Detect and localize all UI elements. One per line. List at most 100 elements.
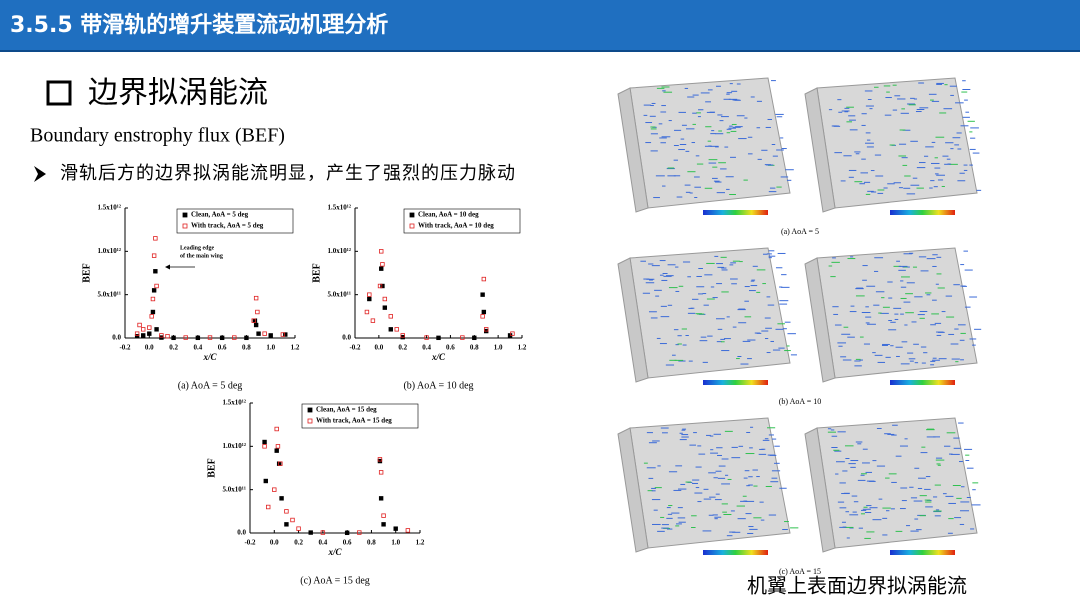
legend-marker (307, 407, 313, 413)
y-tick-label: 5.0x10¹¹ (328, 290, 351, 298)
colorbar (890, 550, 955, 555)
data-point (134, 331, 140, 336)
colorbar (703, 550, 768, 555)
x-tick-label: 1.2 (518, 344, 527, 352)
legend-label: Clean, AoA = 5 deg (191, 211, 249, 219)
slat-surface (617, 257, 649, 383)
y-tick-label: 5.0x10¹¹ (223, 485, 246, 493)
figure-caption: (c) AoA = 15 (779, 567, 821, 576)
legend-box (301, 403, 419, 429)
data-point (484, 327, 489, 332)
annotation: Leading edge (180, 245, 215, 251)
legend-marker (409, 212, 415, 218)
data-point (357, 530, 362, 535)
x-tick-label: 0.6 (343, 539, 352, 547)
y-tick-label: 0.0 (112, 334, 121, 342)
data-point (405, 528, 411, 533)
y-tick-label: 1.5x10¹² (223, 399, 246, 407)
figure-title: 机翼上表面边界拟涡能流 (747, 574, 967, 598)
data-point (460, 335, 465, 340)
y-tick-label: 1.5x10¹² (328, 204, 351, 212)
data-point (195, 335, 201, 341)
data-point (272, 487, 277, 492)
data-point (219, 335, 225, 341)
data-point (380, 283, 385, 289)
y-tick-label: 1.5x10¹² (98, 204, 121, 212)
x-tick-label: -0.2 (349, 344, 361, 352)
data-point (151, 288, 157, 293)
data-point (379, 249, 384, 254)
data-point (510, 331, 515, 336)
data-point (141, 327, 146, 332)
heading: 边界拟涡能流 (88, 76, 268, 111)
slat-surface (617, 87, 649, 213)
x-tick-label: 0.6 (446, 344, 455, 352)
data-point (284, 509, 289, 514)
data-point (364, 309, 370, 315)
data-point (252, 318, 258, 323)
wing-surface (629, 247, 791, 379)
data-point (344, 530, 350, 536)
data-point (151, 253, 157, 258)
slat-surface (804, 257, 836, 383)
data-point (382, 305, 388, 310)
data-point (262, 444, 267, 449)
data-point (150, 309, 156, 315)
x-tick-label: 1.2 (416, 539, 425, 547)
data-point (150, 296, 156, 302)
y-tick-label: 5.0x10¹¹ (98, 290, 121, 298)
data-point (262, 439, 267, 445)
data-point (147, 331, 152, 336)
data-point (378, 496, 384, 501)
legend-marker (182, 212, 188, 218)
legend-box (176, 208, 294, 234)
x-tick-label: 0.2 (169, 344, 178, 352)
data-point (367, 296, 372, 302)
y-tick-label: 1.0x10¹² (223, 442, 246, 450)
data-point (275, 444, 281, 449)
chart-caption: (b) AoA = 10 deg (403, 380, 473, 391)
colorbar (703, 380, 768, 385)
legend-label: With track, AoA = 5 deg (191, 222, 264, 230)
figure-caption: (b) AoA = 10 (779, 397, 822, 406)
y-tick-label: 1.0x10¹² (328, 247, 351, 255)
data-point (266, 504, 271, 510)
colorbar (703, 210, 768, 215)
legend-label: With track, AoA = 10 deg (418, 222, 494, 230)
data-point (393, 526, 398, 531)
data-point (278, 461, 283, 466)
data-point (388, 314, 393, 319)
data-point (137, 322, 142, 328)
data-point (153, 269, 158, 274)
x-tick-label: 0.6 (218, 344, 227, 352)
annotation: of the main wing (180, 253, 223, 259)
x-axis-label: x/C (202, 352, 217, 362)
data-point (381, 522, 386, 527)
data-point (472, 335, 477, 341)
data-point (382, 296, 388, 302)
data-point (253, 322, 259, 328)
x-tick-label: 0.2 (398, 344, 407, 352)
title-bar (0, 0, 1080, 50)
data-point (159, 333, 164, 338)
x-tick-label: 0.0 (270, 539, 279, 547)
data-point (424, 335, 429, 340)
colorbar (890, 380, 955, 385)
data-point (379, 266, 384, 271)
x-axis-label: x/C (327, 547, 342, 557)
data-point (480, 292, 485, 297)
x-tick-label: 1.0 (391, 539, 400, 547)
chart-caption: (c) AoA = 15 deg (300, 575, 370, 586)
data-point (370, 318, 376, 323)
data-point (274, 448, 279, 453)
slat-surface (804, 87, 836, 213)
data-point (256, 331, 261, 336)
data-point (381, 513, 386, 518)
legend-label: Clean, AoA = 15 deg (316, 406, 377, 414)
data-point (377, 457, 383, 462)
data-point (251, 318, 256, 323)
x-tick-label: 1.2 (291, 344, 300, 352)
wing-surface (816, 247, 978, 379)
x-tick-label: 1.0 (266, 344, 275, 352)
